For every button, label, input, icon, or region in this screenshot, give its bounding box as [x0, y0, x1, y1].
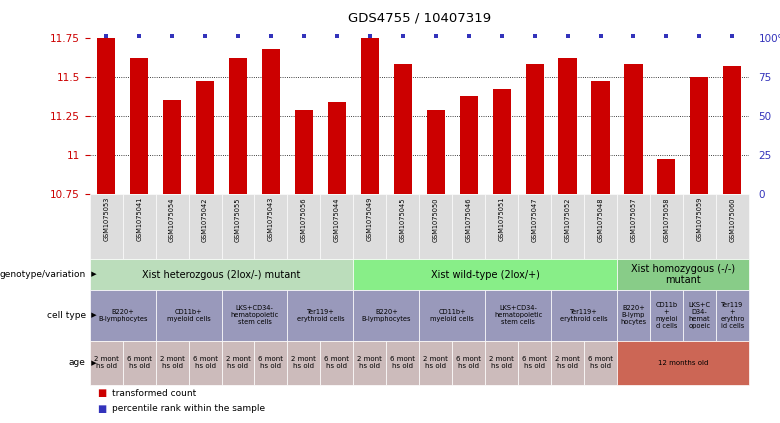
Text: 2 mont
hs old: 2 mont hs old [94, 356, 119, 369]
Text: transformed count: transformed count [112, 389, 196, 398]
Text: GSM1075054: GSM1075054 [169, 197, 175, 242]
Text: Xist heterozgous (2lox/-) mutant: Xist heterozgous (2lox/-) mutant [142, 269, 301, 280]
Bar [130, 58, 148, 194]
Text: ■: ■ [98, 404, 107, 414]
Bar [690, 77, 708, 194]
Bar [295, 110, 313, 194]
Text: LKS+C
D34-
hemat
opoeic: LKS+C D34- hemat opoeic [688, 302, 711, 329]
Text: 2 mont
hs old: 2 mont hs old [225, 356, 250, 369]
Text: GSM1075045: GSM1075045 [400, 197, 406, 242]
Text: genotype/variation: genotype/variation [0, 270, 86, 279]
Text: GSM1075041: GSM1075041 [136, 197, 142, 242]
Text: ■: ■ [98, 388, 107, 398]
Bar [427, 110, 445, 194]
Bar [163, 100, 181, 194]
Text: 2 mont
hs old: 2 mont hs old [489, 356, 514, 369]
Text: GSM1075056: GSM1075056 [301, 197, 307, 242]
Text: GSM1075043: GSM1075043 [268, 197, 274, 242]
Bar [196, 82, 214, 194]
Text: B220+
B-lymphocytes: B220+ B-lymphocytes [98, 309, 147, 321]
Bar [723, 66, 741, 194]
Bar [229, 58, 247, 194]
Text: 6 mont
hs old: 6 mont hs old [324, 356, 349, 369]
Text: 6 mont
hs old: 6 mont hs old [588, 356, 613, 369]
Text: ▶: ▶ [89, 360, 97, 366]
Text: ▶: ▶ [89, 272, 97, 277]
Bar [658, 159, 675, 194]
Text: GSM1075049: GSM1075049 [367, 197, 373, 242]
Text: GSM1075060: GSM1075060 [729, 197, 736, 242]
Text: GSM1075059: GSM1075059 [697, 197, 702, 242]
Text: GSM1075048: GSM1075048 [597, 197, 604, 242]
Text: GSM1075047: GSM1075047 [532, 197, 537, 242]
Text: GSM1075057: GSM1075057 [630, 197, 636, 242]
Text: GSM1075055: GSM1075055 [235, 197, 241, 242]
Text: CD11b
+
myeloi
d cells: CD11b + myeloi d cells [655, 302, 678, 329]
Text: 6 mont
hs old: 6 mont hs old [456, 356, 481, 369]
Bar [558, 58, 576, 194]
Text: 6 mont
hs old: 6 mont hs old [258, 356, 283, 369]
Text: GSM1075042: GSM1075042 [202, 197, 208, 242]
Text: 6 mont
hs old: 6 mont hs old [193, 356, 218, 369]
Bar [625, 64, 643, 194]
Bar [459, 96, 477, 194]
Text: LKS+CD34-
hematopoietic
stem cells: LKS+CD34- hematopoietic stem cells [230, 305, 278, 325]
Text: LKS+CD34-
hematopoietic
stem cells: LKS+CD34- hematopoietic stem cells [494, 305, 542, 325]
Text: CD11b+
myeloid cells: CD11b+ myeloid cells [167, 309, 211, 321]
Bar [591, 82, 609, 194]
Text: GSM1075044: GSM1075044 [334, 197, 340, 242]
Bar [394, 64, 412, 194]
Text: 2 mont
hs old: 2 mont hs old [292, 356, 317, 369]
Text: 6 mont
hs old: 6 mont hs old [522, 356, 547, 369]
Text: cell type: cell type [47, 310, 86, 320]
Text: Ter119
+
erythro
id cells: Ter119 + erythro id cells [720, 302, 744, 329]
Text: 6 mont
hs old: 6 mont hs old [126, 356, 151, 369]
Text: GSM1075053: GSM1075053 [103, 197, 109, 242]
Text: 2 mont
hs old: 2 mont hs old [424, 356, 448, 369]
Text: 6 mont
hs old: 6 mont hs old [390, 356, 415, 369]
Title: GDS4755 / 10407319: GDS4755 / 10407319 [348, 11, 491, 24]
Text: 2 mont
hs old: 2 mont hs old [160, 356, 185, 369]
Bar [328, 102, 346, 194]
Text: Ter119+
erythroid cells: Ter119+ erythroid cells [296, 309, 344, 321]
Text: percentile rank within the sample: percentile rank within the sample [112, 404, 264, 413]
Text: GSM1075050: GSM1075050 [433, 197, 438, 242]
Bar [98, 38, 115, 194]
Text: ▶: ▶ [89, 312, 97, 318]
Text: age: age [69, 358, 86, 367]
Text: GSM1075058: GSM1075058 [664, 197, 669, 242]
Text: B220+
B-lymphocytes: B220+ B-lymphocytes [362, 309, 411, 321]
Text: GSM1075052: GSM1075052 [565, 197, 570, 242]
Bar [493, 89, 511, 194]
Text: GSM1075051: GSM1075051 [498, 197, 505, 242]
Text: CD11b+
myeloid cells: CD11b+ myeloid cells [431, 309, 474, 321]
Text: Xist homozygous (-/-)
mutant: Xist homozygous (-/-) mutant [631, 264, 735, 286]
Text: 2 mont
hs old: 2 mont hs old [555, 356, 580, 369]
Bar [526, 64, 544, 194]
Text: GSM1075046: GSM1075046 [466, 197, 472, 242]
Text: B220+
B-lymp
hocytes: B220+ B-lymp hocytes [620, 305, 647, 325]
Text: Ter119+
erythroid cells: Ter119+ erythroid cells [560, 309, 608, 321]
Text: 12 months old: 12 months old [658, 360, 708, 366]
Bar [361, 38, 379, 194]
Text: 2 mont
hs old: 2 mont hs old [357, 356, 382, 369]
Text: Xist wild-type (2lox/+): Xist wild-type (2lox/+) [431, 269, 540, 280]
Bar [262, 49, 280, 194]
